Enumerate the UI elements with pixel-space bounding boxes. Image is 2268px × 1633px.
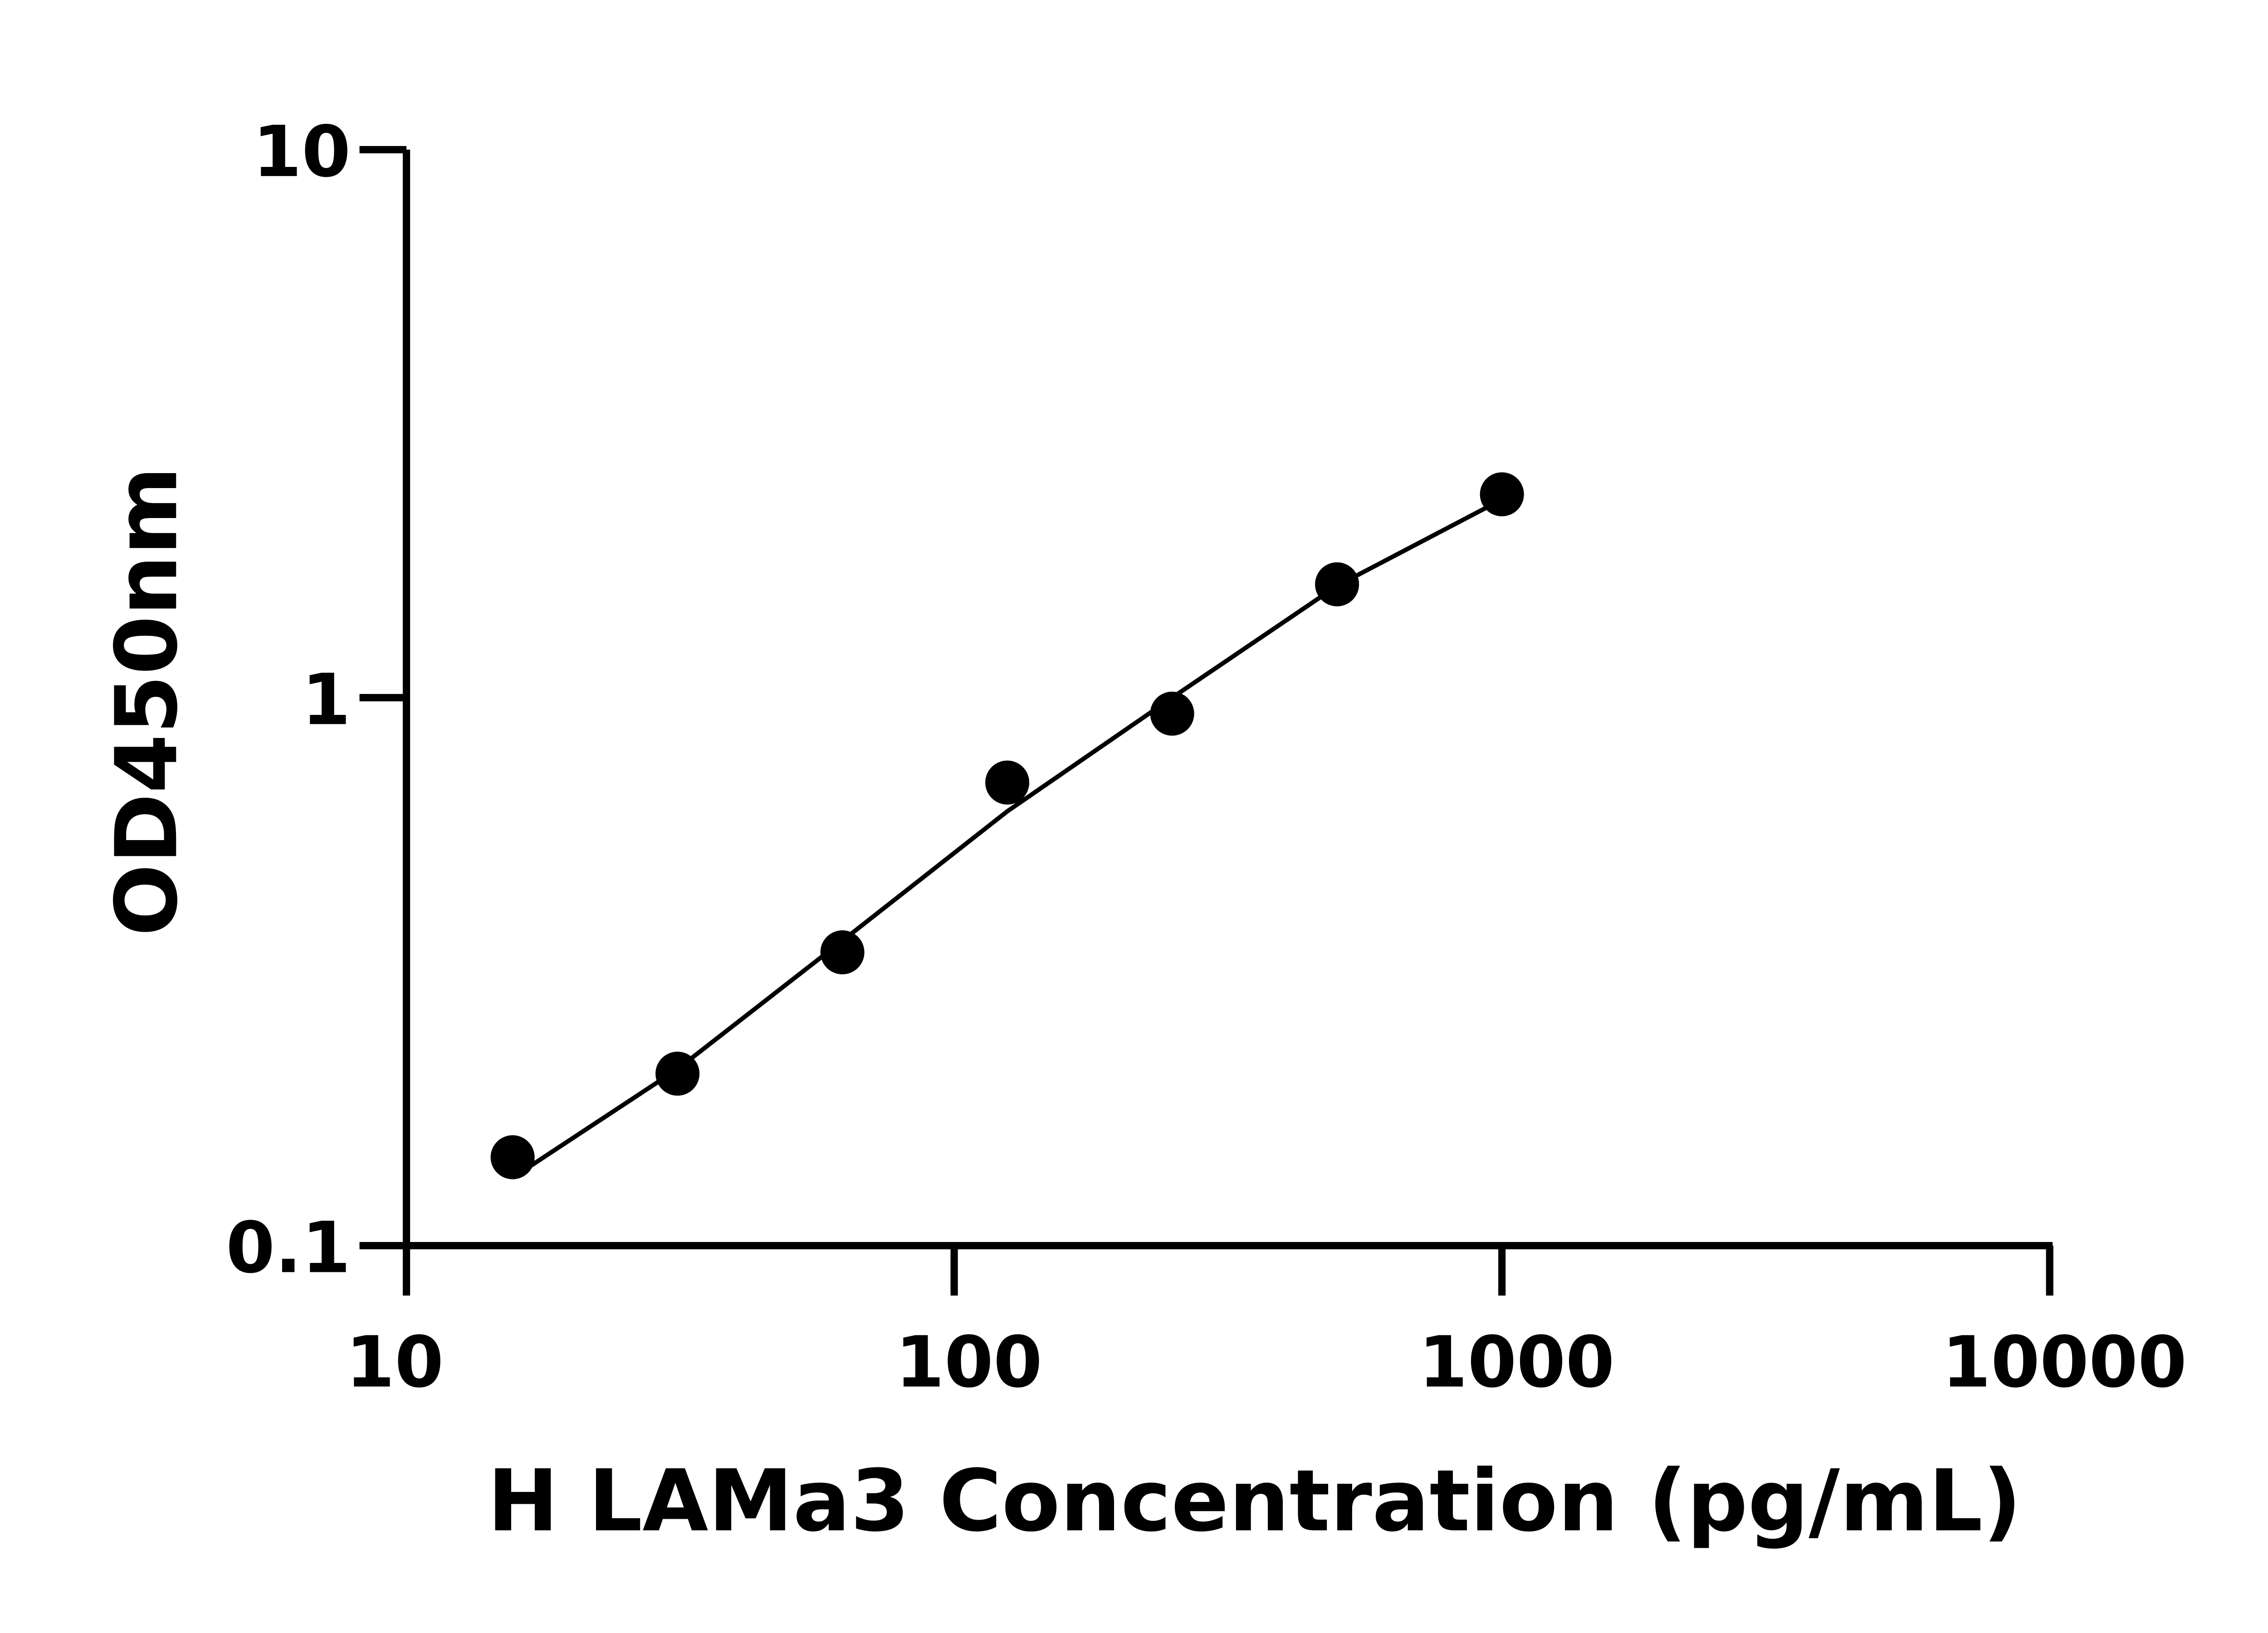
data-points: [490, 472, 1524, 1179]
y-axis-label: OD450nm: [98, 466, 196, 936]
x-tick-label: 100: [895, 1321, 1042, 1403]
y-tick-label: 10: [253, 111, 351, 193]
x-tick-label: 10: [346, 1321, 444, 1403]
data-point: [985, 760, 1030, 805]
y-tick-label: 0.1: [226, 1207, 351, 1289]
data-point: [1315, 562, 1359, 606]
x-tick-label: 10000: [1942, 1321, 2187, 1403]
y-tick-label: 1: [302, 659, 351, 741]
data-point: [820, 930, 865, 974]
x-axis-label: H LAMa3 Concentration (pg/mL): [487, 1452, 2021, 1551]
ticks: 10 100 1000 10000 0.1 1 10: [226, 111, 2187, 1403]
axes: [402, 149, 2053, 1250]
data-point: [1480, 472, 1524, 517]
x-tick-label: 1000: [1418, 1321, 1614, 1403]
data-point: [490, 1135, 535, 1179]
data-point: [1150, 691, 1194, 736]
data-point: [655, 1051, 700, 1096]
